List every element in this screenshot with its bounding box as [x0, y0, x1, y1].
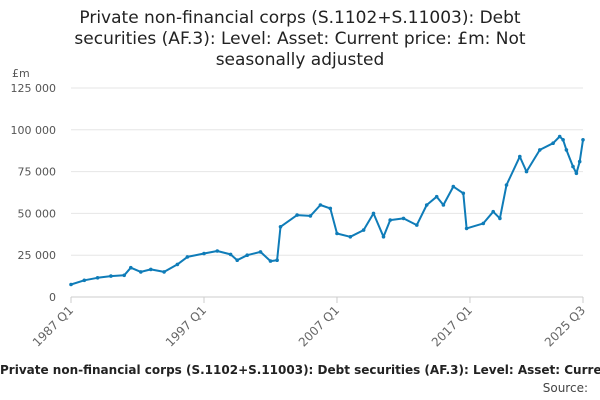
data-point[interactable] [109, 274, 113, 278]
data-point[interactable] [481, 221, 486, 226]
data-point[interactable] [571, 164, 575, 169]
x-tick-label: 2025 Q3 [542, 303, 588, 349]
data-point[interactable] [149, 267, 153, 272]
data-point[interactable] [574, 171, 579, 176]
data-point[interactable] [551, 141, 555, 145]
data-point[interactable] [268, 259, 273, 263]
y-tick-label: 25 000 [18, 249, 57, 262]
data-point[interactable] [202, 251, 206, 256]
data-point[interactable] [228, 252, 233, 257]
data-point[interactable] [504, 183, 509, 187]
data-point[interactable] [518, 154, 522, 159]
legend[interactable]: Private non-financial corps (S.1102+S.11… [0, 363, 600, 381]
data-point[interactable] [295, 213, 299, 217]
data-point[interactable] [245, 253, 249, 257]
y-tick-label: 100 000 [11, 124, 57, 137]
y-tick-label: 50 000 [18, 207, 57, 220]
x-tick-label: 2007 Q1 [296, 303, 342, 349]
data-point[interactable] [557, 134, 562, 139]
data-point[interactable] [401, 216, 406, 221]
data-point[interactable] [577, 159, 582, 164]
data-point[interactable] [175, 262, 180, 267]
data-point[interactable] [564, 148, 569, 152]
data-point[interactable] [361, 228, 366, 232]
data-point[interactable] [388, 218, 393, 222]
data-point[interactable] [538, 148, 542, 152]
data-point[interactable] [335, 231, 339, 236]
series-line[interactable] [70, 135, 584, 286]
data-point[interactable] [318, 203, 323, 207]
data-point[interactable] [129, 265, 133, 270]
data-point[interactable] [215, 249, 220, 253]
gridlines [71, 87, 583, 298]
data-point[interactable] [464, 226, 469, 231]
data-point[interactable] [95, 276, 100, 280]
data-point[interactable] [371, 211, 376, 216]
data-point[interactable] [122, 273, 126, 278]
data-point[interactable] [235, 258, 239, 263]
y-axis-ticks: 0 25 000 50 000 75 000 100 000 125 000 [11, 82, 57, 304]
data-point[interactable] [434, 194, 439, 199]
data-point[interactable] [461, 191, 466, 196]
data-point[interactable] [82, 278, 87, 283]
y-tick-label: 0 [49, 291, 56, 304]
x-tick-label: 1997 Q1 [163, 303, 209, 349]
y-axis-unit-label: £m [12, 67, 30, 80]
x-tick-label: 1987 Q1 [30, 303, 76, 349]
data-point[interactable] [451, 184, 456, 189]
data-point[interactable] [491, 209, 496, 214]
data-point[interactable] [69, 282, 73, 287]
data-point[interactable] [415, 223, 419, 227]
data-point[interactable] [139, 270, 143, 274]
data-point[interactable] [348, 235, 353, 239]
y-tick-label: 75 000 [18, 166, 57, 179]
data-point[interactable] [308, 214, 313, 218]
x-axis-ticks: 1987 Q1 1997 Q1 2007 Q1 2017 Q1 2025 Q3 [30, 297, 588, 349]
source-label: Source: [542, 381, 588, 395]
series-group [69, 134, 585, 287]
data-point[interactable] [275, 258, 279, 263]
chart-title: Private non-financial corps (S.1102+S.11… [74, 8, 526, 70]
data-point[interactable] [581, 138, 585, 142]
data-point[interactable] [185, 255, 190, 259]
y-tick-label: 125 000 [11, 82, 57, 95]
data-point[interactable] [441, 203, 446, 207]
x-tick-label: 2017 Q1 [429, 303, 475, 349]
data-point[interactable] [278, 225, 283, 229]
data-point[interactable] [524, 169, 529, 174]
data-point[interactable] [162, 270, 166, 274]
data-point[interactable] [258, 250, 263, 254]
data-point[interactable] [561, 138, 565, 142]
data-point[interactable] [424, 203, 429, 207]
data-point[interactable] [498, 216, 502, 221]
data-point[interactable] [328, 206, 333, 211]
data-point[interactable] [381, 235, 386, 239]
legend-label: Private non-financial corps (S.1102+S.11… [0, 363, 600, 377]
